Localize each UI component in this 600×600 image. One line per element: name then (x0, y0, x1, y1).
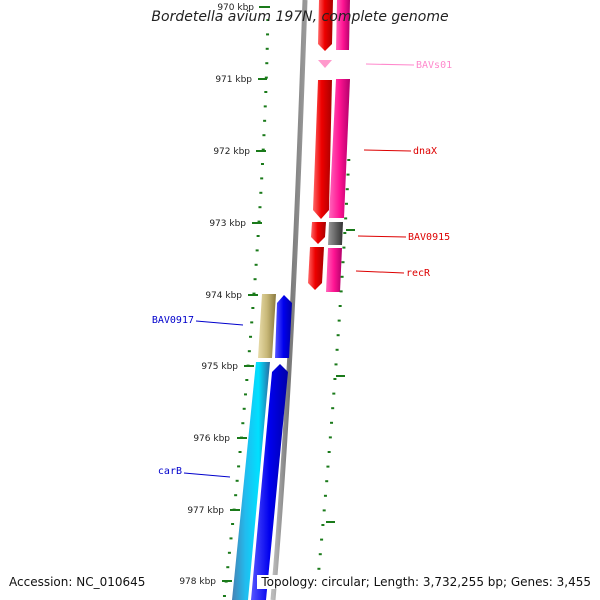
ruler-label-974: 974 kbp (205, 291, 242, 301)
reverse-cog-track (232, 294, 276, 600)
ruler-major-ticks (222, 6, 355, 582)
map-title: Bordetella avium 197N, complete genome (151, 9, 449, 25)
gene-label-carB: carB (158, 466, 182, 477)
ruler-label-972: 972 kbp (213, 147, 250, 157)
leader-BAV0915 (357, 235, 407, 238)
gene-feature-BAV0915 (311, 222, 326, 244)
gene-label-dnaX: dnaX (413, 146, 437, 157)
forward-cog-track (318, 0, 350, 292)
gene-label-BAV0915: BAV0915 (408, 232, 450, 243)
ruler-label-970: 970 kbp (217, 3, 254, 13)
gene-feature-dnaX (313, 80, 332, 219)
leader-BAV0917 (195, 320, 244, 326)
genome-backbone (270, 0, 308, 600)
gene-label-BAV0917: BAV0917 (152, 315, 194, 326)
gene-feature-recR (308, 247, 324, 290)
gene-label-BAVs01: BAVs01 (416, 60, 452, 71)
ruler-label-976: 976 kbp (193, 434, 230, 444)
cog-carB (232, 362, 270, 600)
gene-feature-top-red (318, 0, 333, 51)
leader-BAVs01 (365, 63, 415, 66)
ruler-label-975: 975 kbp (201, 362, 238, 372)
ruler-labels: 970 kbp 971 kbp 972 kbp 973 kbp 974 kbp … (179, 3, 254, 587)
gene-feature-carB (251, 364, 288, 600)
leader-carB (183, 472, 231, 478)
gene-label-recR: recR (406, 268, 431, 279)
ruler-label-977: 977 kbp (187, 506, 224, 516)
accession-label: Accession: NC_010645 (9, 575, 146, 589)
cog-BAVs01 (318, 60, 332, 68)
cog-top-pink (336, 0, 350, 50)
cog-BAV0915 (328, 222, 343, 245)
forward-strand-track (308, 0, 333, 290)
ruler-label-973: 973 kbp (209, 219, 246, 229)
genome-summary: Topology: circular; Length: 3,732,255 bp… (257, 575, 591, 589)
reverse-strand-track (251, 295, 292, 600)
cog-dnaX (329, 79, 350, 218)
gene-labels: BAVs01 dnaX BAV0915 recR BAV0917 carB (152, 60, 452, 478)
cog-recR (326, 248, 342, 292)
cog-BAV0917 (258, 294, 276, 358)
ruler-label-978: 978 kbp (179, 577, 216, 587)
leader-recR (355, 270, 405, 274)
gene-feature-BAV0917 (275, 295, 292, 358)
leader-dnaX (363, 149, 412, 152)
ruler-label-971: 971 kbp (215, 75, 252, 85)
